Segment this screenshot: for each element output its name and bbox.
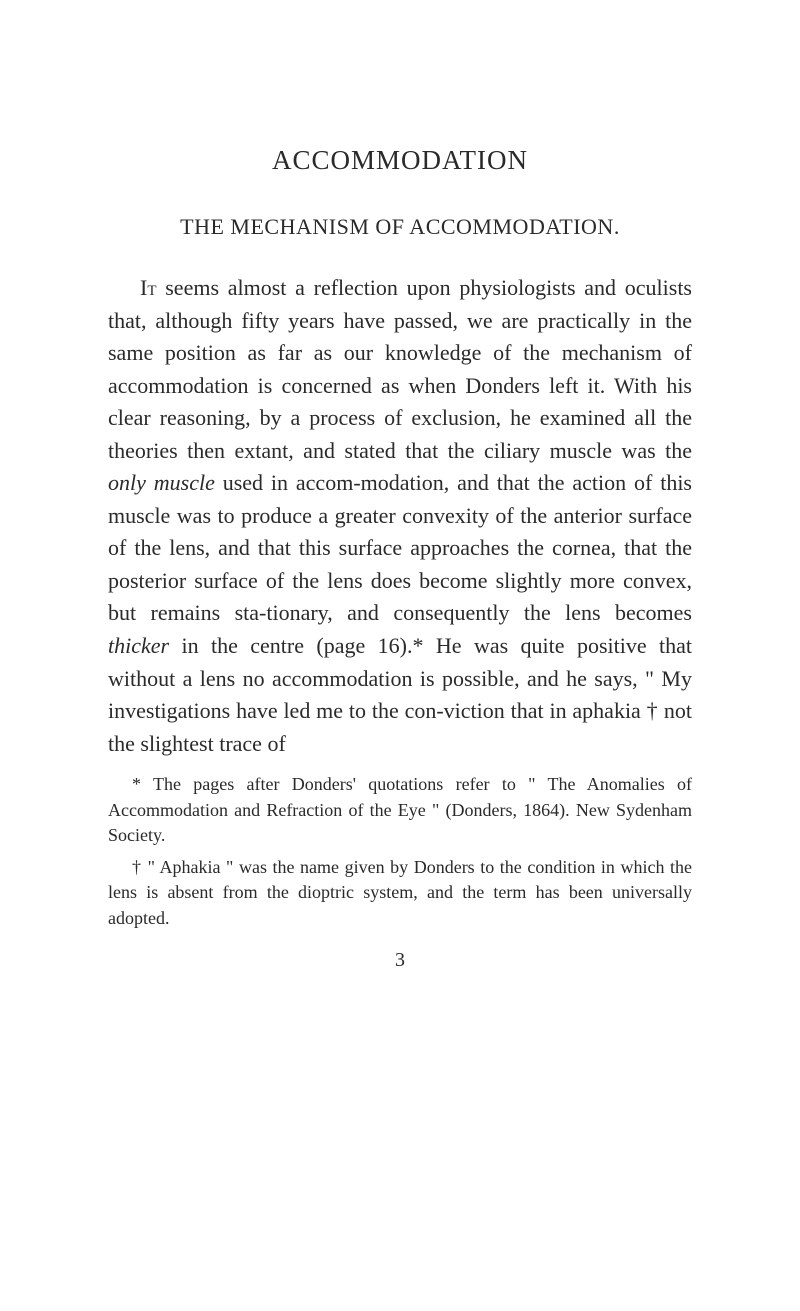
dropcap: It — [140, 275, 157, 300]
p1-italic-2: thicker — [108, 633, 169, 658]
footnote-2: † " Aphakia " was the name given by Dond… — [108, 855, 692, 932]
p1-text-a: seems almost a reflection upon physiolog… — [108, 275, 692, 463]
p1-italic-1: only muscle — [108, 470, 215, 495]
subsection-title: THE MECHANISM OF ACCOMMODATION. — [108, 214, 692, 240]
p1-text-c: in the centre (page 16).* He was quite p… — [108, 633, 692, 756]
body-paragraph-1: It seems almost a reflection upon physio… — [108, 272, 692, 760]
page-number: 3 — [108, 949, 692, 972]
section-title: ACCOMMODATION — [108, 145, 692, 176]
footnote-1: * The pages after Donders' quotations re… — [108, 772, 692, 849]
